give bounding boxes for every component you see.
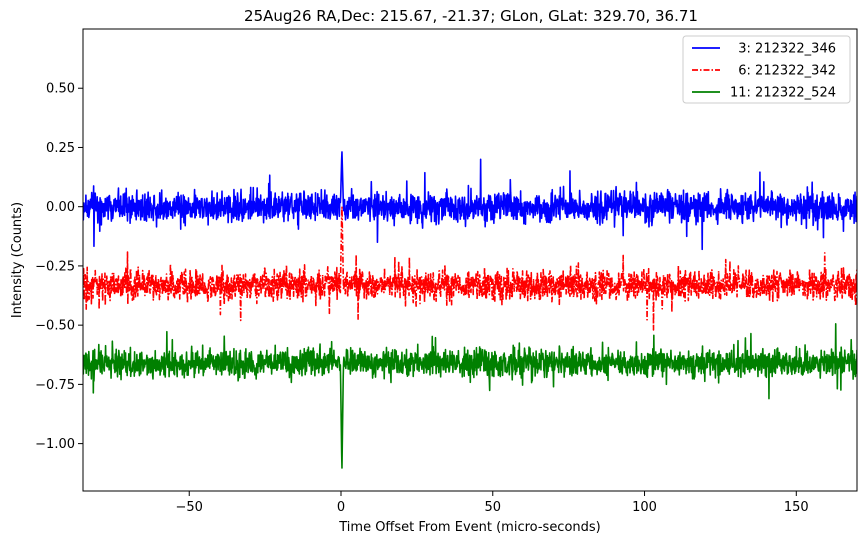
series-layer — [83, 151, 857, 469]
axes-frame — [82, 28, 858, 492]
x-tick-label: 150 — [784, 500, 809, 515]
y-tick-label: 0.50 — [46, 82, 75, 97]
y-axis-label: Intensity (Counts) — [10, 202, 25, 318]
y-tick-label: −0.50 — [35, 319, 75, 334]
series-line — [83, 206, 857, 331]
y-tick-label: −0.25 — [35, 259, 75, 274]
legend-box — [682, 35, 851, 104]
y-tick-label: 0.00 — [46, 200, 75, 215]
x-axis: −50 0 50 100 150 — [176, 491, 809, 515]
x-tick-label: 100 — [632, 500, 657, 515]
legend: 3: 212322_346 6: 212322_342 11: 212322_52… — [682, 35, 851, 104]
x-axis-label: Time Offset From Event (micro-seconds) — [338, 520, 601, 535]
y-tick-label: −1.00 — [35, 437, 75, 452]
chart-title: 25Aug26 RA,Dec: 215.67, -21.37; GLon, GL… — [244, 7, 698, 25]
legend-items: 3: 212322_346 6: 212322_342 11: 212322_52… — [692, 42, 836, 101]
legend-label: 3: 212322_346 — [730, 42, 836, 57]
plot-area — [83, 151, 857, 469]
legend-label: 6: 212322_342 — [730, 64, 836, 79]
y-tick-label: 0.25 — [46, 141, 75, 156]
legend-label: 11: 212322_524 — [730, 86, 836, 101]
x-tick-label: 50 — [484, 500, 501, 515]
series-line — [83, 323, 857, 469]
x-tick-label: 0 — [337, 500, 345, 515]
series-line — [83, 151, 857, 251]
y-tick-label: −0.75 — [35, 378, 75, 393]
x-tick-label: −50 — [176, 500, 203, 515]
y-axis: 0.50 0.25 0.00 −0.25 −0.50 −0.75 −1.00 — [35, 82, 83, 452]
